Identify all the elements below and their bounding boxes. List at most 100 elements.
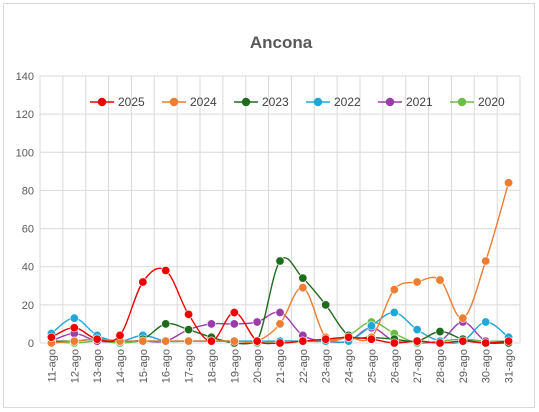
x-tick-label: 29-ago — [458, 349, 470, 383]
line-chart: Ancona 0 20 40 60 80 100 120 140 11-ago 12-ago 13… — [16, 33, 521, 383]
data-point — [366, 334, 376, 344]
x-tick-label: 11-ago — [46, 349, 58, 382]
data-point — [229, 307, 239, 317]
data-point — [298, 283, 308, 293]
x-tick-label: 17-ago — [184, 349, 196, 383]
x-tick-label: 18-ago — [206, 349, 218, 383]
data-point — [69, 323, 79, 333]
data-point — [184, 336, 194, 346]
data-point — [275, 307, 285, 317]
x-axis-ticks: 11-ago 12-ago 13-ago 14-ago 15-ago 16-ago 17-a… — [46, 349, 515, 383]
data-point — [481, 338, 491, 348]
data-point — [458, 313, 468, 323]
data-point — [504, 336, 514, 346]
y-tick-label: 80 — [22, 185, 34, 197]
legend-label: 2020 — [478, 95, 505, 109]
legend-item-2024: 2024 — [162, 95, 217, 109]
x-tick-label: 22-ago — [298, 349, 310, 383]
data-point — [504, 178, 514, 188]
data-point — [435, 338, 445, 348]
x-tick-label: 27-ago — [412, 349, 424, 383]
x-tick-label: 14-ago — [115, 349, 127, 383]
data-point — [161, 319, 171, 329]
data-point — [229, 319, 239, 329]
y-tick-label: 0 — [28, 338, 34, 350]
x-tick-label: 28-ago — [435, 349, 447, 383]
legend-label: 2024 — [190, 95, 217, 109]
data-point — [115, 330, 125, 340]
data-point — [275, 338, 285, 348]
legend-label: 2025 — [118, 95, 145, 109]
data-point — [138, 277, 148, 287]
y-tick-label: 140 — [16, 71, 34, 83]
data-point — [206, 336, 216, 346]
data-point — [458, 336, 468, 346]
legend-marker — [457, 97, 467, 107]
legend-label: 2023 — [262, 95, 289, 109]
data-point — [321, 300, 331, 310]
x-tick-label: 25-ago — [366, 349, 378, 383]
legend-marker — [313, 97, 323, 107]
data-point — [481, 256, 491, 266]
data-point — [69, 336, 79, 346]
legend-label: 2021 — [406, 95, 433, 109]
data-point — [435, 327, 445, 337]
data-point — [69, 313, 79, 323]
data-point — [184, 309, 194, 319]
x-tick-label: 31-ago — [504, 349, 516, 383]
data-point — [298, 336, 308, 346]
data-point — [252, 317, 262, 327]
data-point — [412, 336, 422, 346]
series-2025 — [46, 266, 514, 348]
legend-marker — [169, 97, 179, 107]
x-tick-label: 12-ago — [69, 349, 81, 383]
legend-item-2023: 2023 — [234, 95, 289, 109]
data-point — [435, 275, 445, 285]
data-point — [412, 277, 422, 287]
x-tick-label: 21-ago — [275, 349, 287, 383]
legend-marker — [385, 97, 395, 107]
data-point — [92, 334, 102, 344]
y-tick-label: 40 — [22, 262, 34, 274]
y-axis-ticks: 0 20 40 60 80 100 120 140 — [16, 71, 34, 350]
y-tick-label: 60 — [22, 224, 34, 236]
data-point — [206, 319, 216, 329]
y-tick-label: 120 — [16, 109, 34, 121]
grid — [39, 75, 521, 344]
data-point — [161, 266, 171, 276]
data-point — [344, 332, 354, 342]
y-tick-label: 100 — [16, 147, 34, 159]
legend-marker — [241, 97, 251, 107]
legend-marker — [97, 97, 107, 107]
data-point — [252, 336, 262, 346]
data-point — [412, 325, 422, 335]
legend-item-2020: 2020 — [450, 95, 505, 109]
x-tick-label: 16-ago — [161, 349, 173, 383]
series-lines — [46, 178, 514, 348]
x-tick-label: 20-ago — [252, 349, 264, 383]
data-point — [161, 336, 171, 346]
data-point — [366, 321, 376, 331]
legend: 2025 2024 2023 2022 2021 2020 — [90, 95, 505, 109]
data-point — [184, 325, 194, 335]
legend-label: 2022 — [334, 95, 361, 109]
x-tick-label: 13-ago — [92, 349, 104, 383]
data-point — [481, 317, 491, 327]
data-point — [275, 319, 285, 329]
data-point — [389, 338, 399, 348]
x-tick-label: 30-ago — [481, 349, 493, 383]
data-point — [46, 332, 56, 342]
x-tick-label: 19-ago — [229, 349, 241, 383]
chart-frame: Ancona 0 20 40 60 80 100 120 140 11-ago 12-ago 13… — [3, 3, 535, 408]
legend-item-2021: 2021 — [378, 95, 433, 109]
data-point — [138, 336, 148, 346]
x-tick-label: 23-ago — [321, 349, 333, 383]
data-point — [229, 336, 239, 346]
data-point — [275, 256, 285, 266]
x-tick-label: 15-ago — [138, 349, 150, 383]
data-point — [321, 334, 331, 344]
legend-item-2022: 2022 — [306, 95, 361, 109]
x-tick-label: 26-ago — [389, 349, 401, 383]
data-point — [389, 285, 399, 295]
y-tick-label: 20 — [22, 300, 34, 312]
